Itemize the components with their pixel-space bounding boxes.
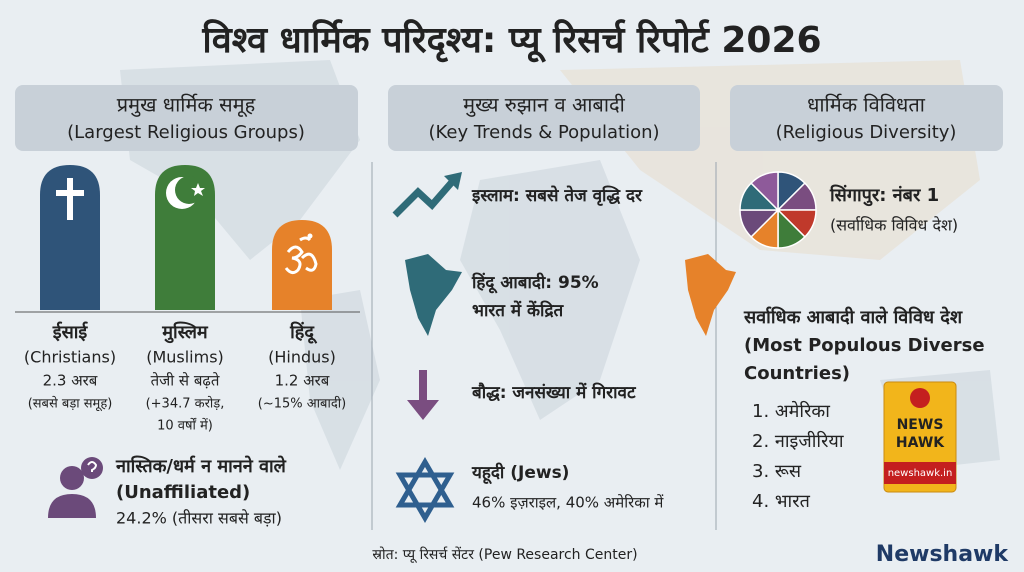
group-name: मुस्लिम (161, 321, 209, 344)
badge-site: newshawk.in (888, 468, 953, 479)
group-note: (सबसे बड़ा समूह) (28, 396, 113, 412)
star-icon (191, 183, 205, 196)
group-name: ईसाई (52, 321, 89, 343)
group-name-en: (Hindus) (268, 348, 336, 367)
badge-text: HAWK (896, 435, 945, 451)
country-list: 1. अमेरिका 2. नाइजीरिया 3. रूस 4. भारत (752, 400, 844, 512)
crescent-icon (175, 176, 203, 204)
list-title: सर्वाधिक आबादी वाले विविध देश (743, 306, 963, 328)
trend-text: भारत में केंद्रित (472, 300, 564, 321)
column-heading: प्रमुख धार्मिक समूह (117, 93, 256, 118)
trend-text: इस्लाम: सबसे तेज वृद्धि दर (471, 185, 643, 206)
column-header-box (388, 85, 700, 151)
title: विश्व धार्मिक परिदृश्य: प्यू रिसर्च रिपो… (201, 19, 821, 63)
question-icon (87, 461, 98, 472)
unaffiliated-title-en: (Unaffiliated) (116, 482, 250, 503)
trend-up-icon (392, 179, 455, 218)
brand: Newshawk (876, 542, 1010, 567)
unaffiliated-stat: 24.2% (तीसरा सबसे बड़ा) (116, 509, 282, 528)
unaffiliated-title: नास्तिक/धर्म न मानने वाले (115, 455, 287, 477)
column-header-box (730, 85, 1003, 151)
diversity-wheel (739, 171, 817, 249)
star-of-david-icon (395, 457, 455, 508)
group-note: (~15% आबादी) (258, 396, 346, 412)
person-icon (60, 466, 84, 490)
question-icon (81, 457, 103, 479)
wheel-segment (750, 171, 779, 212)
group-note: (+34.7 करोड़, (146, 396, 225, 412)
globe-icon (910, 388, 930, 408)
group-name-en: (Muslims) (146, 348, 224, 367)
country: 2. नाइजीरिया (752, 430, 844, 452)
country: 4. भारत (752, 491, 811, 512)
diversity-top-note: (सर्वाधिक विविध देश) (830, 216, 958, 235)
christian-pillar (40, 165, 100, 310)
groups: ईसाई (Christians) 2.3 अरब (सबसे बड़ा समूह) म… (24, 321, 346, 434)
column-heading: धार्मिक विविधता (807, 93, 926, 117)
trend-text: यहूदी (Jews) (471, 462, 569, 485)
group-stat: 1.2 अरब (275, 372, 330, 390)
column-heading-en: (Key Trends & Population) (428, 122, 659, 143)
trends: इस्लाम: सबसे तेज वृद्धि दर हिंदू आबादी: 9… (471, 185, 664, 512)
om-icon (284, 236, 318, 275)
group-stat: तेजी से बढ़ते (151, 372, 220, 390)
india-map-icon (685, 254, 736, 336)
source: स्रोत: प्यू रिसर्च सेंटर (Pew Research C… (372, 546, 637, 563)
om-icon (307, 233, 313, 239)
india-map-icon (405, 254, 462, 336)
trend-text: बौद्ध: जनसंख्या में गिरावट (471, 382, 637, 403)
cross-icon (67, 178, 73, 220)
trend-down-icon (419, 370, 427, 404)
cross-icon (56, 190, 84, 196)
hindu-pillar (272, 220, 332, 310)
trend-text: 46% इज़राइल, 40% अमेरिका में (472, 494, 664, 512)
column-header-box (15, 85, 358, 151)
country: 3. रूस (752, 461, 802, 482)
trend-down-icon (407, 400, 439, 420)
group-stat: 2.3 अरब (43, 372, 98, 390)
badge-text: NEWS (897, 417, 944, 433)
list-title-en: (Most Populous Diverse (744, 335, 985, 356)
list-title-en: Countries) (744, 363, 850, 384)
column-heading-en: (Religious Diversity) (776, 122, 957, 143)
column-heading-en: (Largest Religious Groups) (67, 122, 305, 143)
group-name-en: (Christians) (24, 348, 116, 367)
star-of-david-icon (395, 472, 455, 523)
diversity-top: सिंगापुर: नंबर 1 (829, 184, 939, 207)
trend-text: हिंदू आबादी: 95% (471, 272, 599, 294)
country: 1. अमेरिका (752, 400, 830, 422)
trend-up-icon (444, 172, 462, 190)
column-heading: मुख्य रुझान व आबादी (463, 93, 625, 118)
group-note: 10 वर्षों में) (157, 418, 213, 434)
badge-strip (884, 462, 956, 484)
person-icon (48, 494, 96, 518)
group-name: हिंदू (289, 321, 317, 344)
